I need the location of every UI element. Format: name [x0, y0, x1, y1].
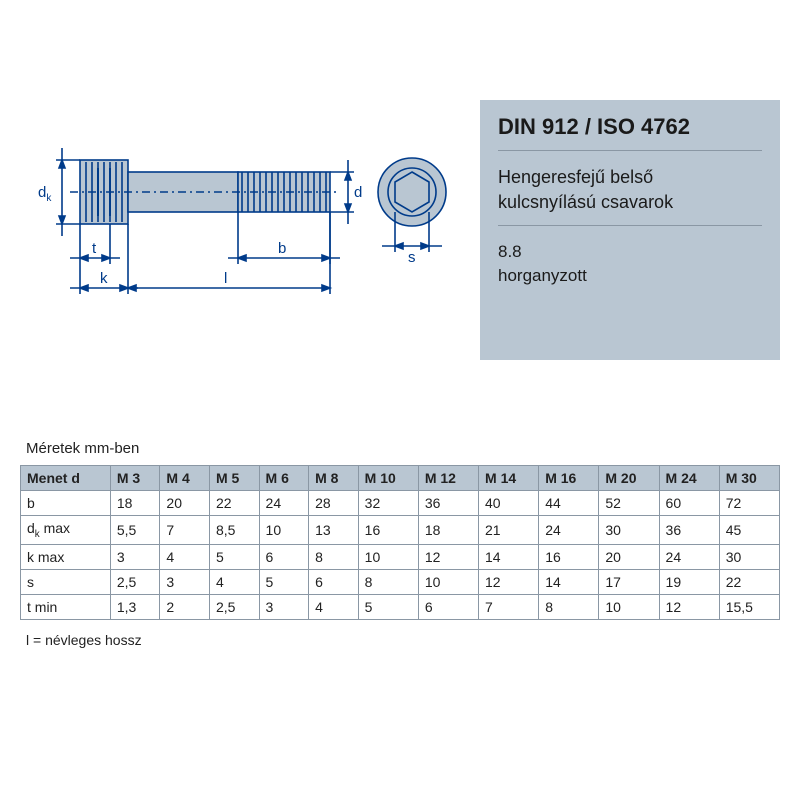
row-label: t min	[21, 594, 111, 619]
table-cell: 10	[418, 569, 478, 594]
table-header-col: M 10	[358, 466, 418, 491]
table-cell: 7	[479, 594, 539, 619]
table-cell: 12	[659, 594, 719, 619]
table-header-first: Menet d	[21, 466, 111, 491]
table-cell: 6	[309, 569, 359, 594]
table-cell: 21	[479, 516, 539, 545]
dimensions-table: Menet d M 3M 4M 5M 6M 8M 10M 12M 14M 16M…	[20, 465, 780, 620]
table-cell: 24	[539, 516, 599, 545]
table-cell: 3	[110, 544, 160, 569]
table-cell: 8	[539, 594, 599, 619]
dim-label-b: b	[278, 240, 286, 257]
table-row: t min1,322,5345678101215,5	[21, 594, 780, 619]
table-cell: 3	[259, 594, 309, 619]
table-cell: 44	[539, 491, 599, 516]
units-label: Méretek mm-ben	[20, 440, 780, 457]
table-header-col: M 20	[599, 466, 659, 491]
table-header-col: M 8	[309, 466, 359, 491]
table-cell: 15,5	[719, 594, 779, 619]
table-cell: 12	[418, 544, 478, 569]
table-cell: 5	[209, 544, 259, 569]
dim-label-t: t	[92, 240, 97, 257]
material-spec: 8.8 horganyzott	[498, 240, 762, 288]
dim-label-d: d	[354, 184, 362, 201]
table-cell: 12	[479, 569, 539, 594]
table-cell: 10	[358, 544, 418, 569]
table-cell: 10	[259, 516, 309, 545]
row-label: k max	[21, 544, 111, 569]
table-cell: 3	[160, 569, 210, 594]
footnote: l = névleges hossz	[20, 632, 780, 648]
dim-label-s: s	[408, 249, 416, 266]
table-cell: 10	[599, 594, 659, 619]
table-cell: 5,5	[110, 516, 160, 545]
table-cell: 8	[358, 569, 418, 594]
table-row: dk max5,578,5101316182124303645	[21, 516, 780, 545]
table-cell: 40	[479, 491, 539, 516]
table-header-col: M 4	[160, 466, 210, 491]
table-cell: 2,5	[209, 594, 259, 619]
table-cell: 16	[539, 544, 599, 569]
table-cell: 4	[309, 594, 359, 619]
table-cell: 1,3	[110, 594, 160, 619]
table-row: k max3456810121416202430	[21, 544, 780, 569]
table-cell: 22	[209, 491, 259, 516]
table-cell: 17	[599, 569, 659, 594]
table-cell: 45	[719, 516, 779, 545]
table-cell: 2,5	[110, 569, 160, 594]
table-cell: 20	[599, 544, 659, 569]
table-cell: 18	[110, 491, 160, 516]
table-cell: 2	[160, 594, 210, 619]
info-box: DIN 912 / ISO 4762 Hengeresfejű belső ku…	[480, 100, 780, 360]
table-cell: 24	[659, 544, 719, 569]
table-header-col: M 5	[209, 466, 259, 491]
table-cell: 36	[659, 516, 719, 545]
table-cell: 20	[160, 491, 210, 516]
table-cell: 60	[659, 491, 719, 516]
table-cell: 13	[309, 516, 359, 545]
table-cell: 6	[418, 594, 478, 619]
table-header-col: M 6	[259, 466, 309, 491]
dim-label-l: l	[224, 270, 227, 287]
table-cell: 8	[309, 544, 359, 569]
product-description: Hengeresfejű belső kulcsnyílású csavarok	[498, 165, 762, 226]
table-header-col: M 30	[719, 466, 779, 491]
table-cell: 6	[259, 544, 309, 569]
table-cell: 16	[358, 516, 418, 545]
row-label: dk max	[21, 516, 111, 545]
table-cell: 28	[309, 491, 359, 516]
table-cell: 30	[719, 544, 779, 569]
row-label: b	[21, 491, 111, 516]
table-cell: 14	[479, 544, 539, 569]
table-cell: 8,5	[209, 516, 259, 545]
technical-diagram: dk t k l b d s	[20, 100, 460, 360]
dim-label-k: k	[100, 270, 108, 287]
table-cell: 4	[160, 544, 210, 569]
table-header-col: M 3	[110, 466, 160, 491]
bolt-diagram-svg: dk t k l b d s	[20, 100, 460, 360]
table-row: s2,534568101214171922	[21, 569, 780, 594]
table-header-col: M 24	[659, 466, 719, 491]
table-cell: 32	[358, 491, 418, 516]
table-cell: 36	[418, 491, 478, 516]
table-cell: 72	[719, 491, 779, 516]
table-cell: 18	[418, 516, 478, 545]
table-cell: 22	[719, 569, 779, 594]
dim-label-dk: dk	[38, 184, 52, 204]
table-row: b182022242832364044526072	[21, 491, 780, 516]
table-cell: 19	[659, 569, 719, 594]
table-header-col: M 16	[539, 466, 599, 491]
table-header-col: M 12	[418, 466, 478, 491]
table-cell: 52	[599, 491, 659, 516]
table-cell: 7	[160, 516, 210, 545]
row-label: s	[21, 569, 111, 594]
table-header-col: M 14	[479, 466, 539, 491]
table-cell: 14	[539, 569, 599, 594]
table-cell: 30	[599, 516, 659, 545]
table-cell: 5	[259, 569, 309, 594]
table-cell: 4	[209, 569, 259, 594]
table-cell: 5	[358, 594, 418, 619]
standard-title: DIN 912 / ISO 4762	[498, 114, 762, 151]
table-cell: 24	[259, 491, 309, 516]
